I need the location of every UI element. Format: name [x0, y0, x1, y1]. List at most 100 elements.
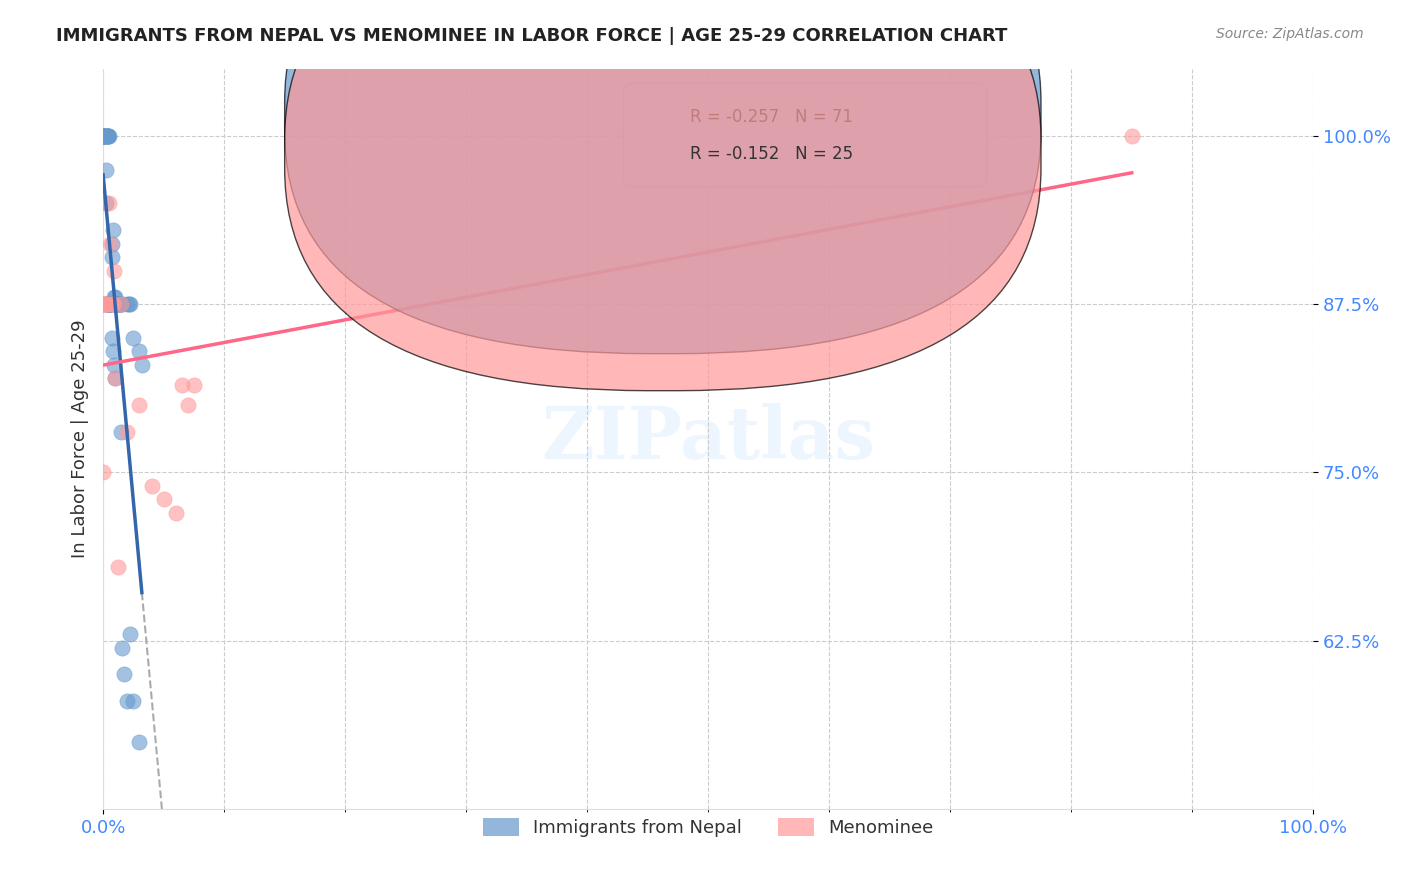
Point [91, 128, 114, 143]
Point [104, 297, 127, 311]
Point [122, 331, 145, 345]
Point [103, 358, 125, 372]
Point [94, 196, 117, 211]
Point [104, 297, 127, 311]
Point [98, 297, 121, 311]
Point [108, 297, 131, 311]
Point [94, 128, 117, 143]
Point [110, 425, 132, 439]
Point [96, 297, 118, 311]
Point [122, 694, 145, 708]
Y-axis label: In Labor Force | Age 25-29: In Labor Force | Age 25-29 [72, 319, 89, 558]
Point [165, 506, 187, 520]
Point [94, 162, 117, 177]
Point [100, 297, 122, 311]
Point [96, 297, 118, 311]
Point [103, 263, 125, 277]
Point [117, 694, 139, 708]
Point [152, 492, 174, 507]
Point [93, 297, 115, 311]
Point [91, 128, 114, 143]
Point [97, 128, 120, 143]
Point [110, 297, 132, 311]
Point [91, 297, 114, 311]
FancyBboxPatch shape [284, 0, 1040, 353]
Point [97, 128, 120, 143]
Point [141, 479, 163, 493]
Point [117, 297, 139, 311]
Point [128, 344, 150, 359]
Point [112, 667, 135, 681]
Point [97, 297, 120, 311]
Point [96, 297, 118, 311]
Point [104, 371, 127, 385]
Point [97, 297, 120, 311]
Point [118, 627, 141, 641]
Point [98, 196, 121, 211]
Point [170, 378, 193, 392]
Point [98, 128, 121, 143]
Point [93, 128, 115, 143]
Point [91, 128, 114, 143]
Point [91, 128, 114, 143]
Point [111, 640, 134, 655]
Point [100, 236, 122, 251]
Point [107, 297, 129, 311]
Point [96, 128, 118, 143]
Point [100, 297, 122, 311]
Point [101, 344, 124, 359]
Point [100, 297, 122, 311]
Text: Source: ZipAtlas.com: Source: ZipAtlas.com [1216, 27, 1364, 41]
Point [100, 236, 122, 251]
Point [100, 331, 122, 345]
Point [101, 223, 124, 237]
Point [177, 398, 200, 412]
Point [93, 297, 115, 311]
Text: ZIPatlas: ZIPatlas [541, 403, 876, 475]
Point [128, 735, 150, 749]
Point [105, 297, 128, 311]
Point [91, 128, 114, 143]
Point [128, 398, 150, 412]
Point [110, 297, 132, 311]
Point [91, 466, 114, 480]
Point [91, 128, 114, 143]
Point [104, 371, 127, 385]
FancyBboxPatch shape [284, 0, 1040, 391]
Point [117, 297, 139, 311]
Point [93, 128, 115, 143]
Point [131, 358, 153, 372]
Point [111, 297, 134, 311]
Point [91, 128, 114, 143]
Point [100, 297, 122, 311]
Point [97, 128, 120, 143]
Point [110, 297, 132, 311]
FancyBboxPatch shape [623, 83, 987, 187]
Point [98, 297, 121, 311]
Point [183, 378, 205, 392]
Point [96, 128, 118, 143]
Point [91, 297, 114, 311]
Point [101, 297, 124, 311]
Point [91, 128, 114, 143]
Point [91, 128, 114, 143]
Text: R = -0.257   N = 71: R = -0.257 N = 71 [690, 108, 853, 126]
Point [97, 297, 120, 311]
Point [104, 297, 127, 311]
Point [117, 425, 139, 439]
Point [104, 297, 127, 311]
Point [91, 128, 114, 143]
Point [98, 297, 121, 311]
Point [101, 297, 124, 311]
Point [97, 297, 120, 311]
Point [103, 290, 125, 304]
Point [107, 559, 129, 574]
Point [107, 297, 129, 311]
Point [1121, 128, 1143, 143]
Point [105, 297, 128, 311]
Point [108, 297, 131, 311]
Point [100, 250, 122, 264]
Text: R = -0.152   N = 25: R = -0.152 N = 25 [690, 145, 853, 162]
Point [98, 297, 121, 311]
Point [100, 297, 122, 311]
